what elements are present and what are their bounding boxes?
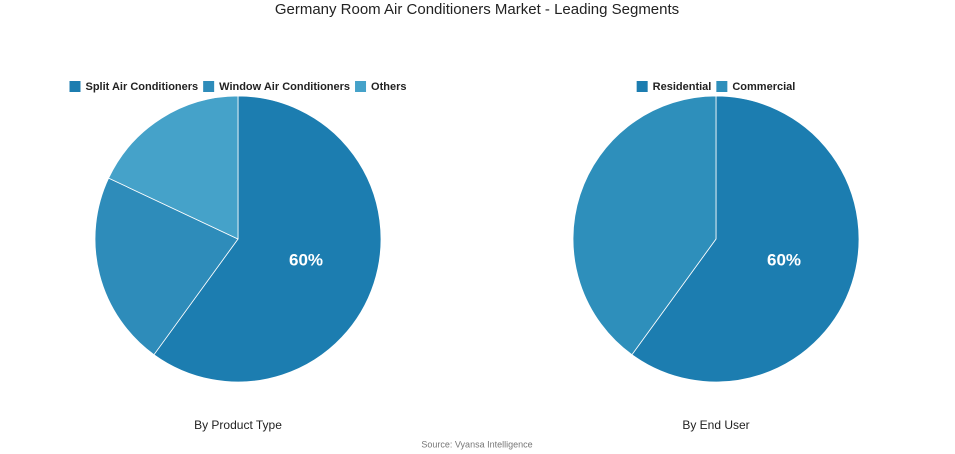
legend-swatch [636, 81, 648, 92]
source: Source: Vyansa Intelligence [421, 439, 532, 449]
chart-subtitle: By Product Type [194, 418, 282, 432]
data-label: 60% [289, 251, 323, 270]
page-title: Germany Room Air Conditioners Market - L… [275, 1, 679, 18]
legend: Split Air Conditioners Window Air Conditi… [69, 81, 407, 93]
legend-swatch [716, 81, 728, 92]
legend: Residential Commercial [636, 81, 795, 93]
legend-swatch [203, 81, 215, 92]
legend-label: Residential [653, 81, 712, 93]
pie-slice [572, 95, 717, 356]
chart-subtitle: By End User [682, 418, 749, 432]
legend-label: Commercial [732, 81, 795, 93]
legend-swatch [69, 81, 81, 92]
legend-label: Window Air Conditioners [219, 81, 350, 93]
legend-swatch [355, 81, 367, 92]
legend-label: Others [371, 81, 406, 93]
legend-label: Split Air Conditioners [86, 81, 199, 93]
pie-slice [153, 95, 382, 383]
data-label: 60% [767, 251, 801, 270]
pie-slice [631, 95, 860, 383]
pie-slice [108, 95, 239, 240]
